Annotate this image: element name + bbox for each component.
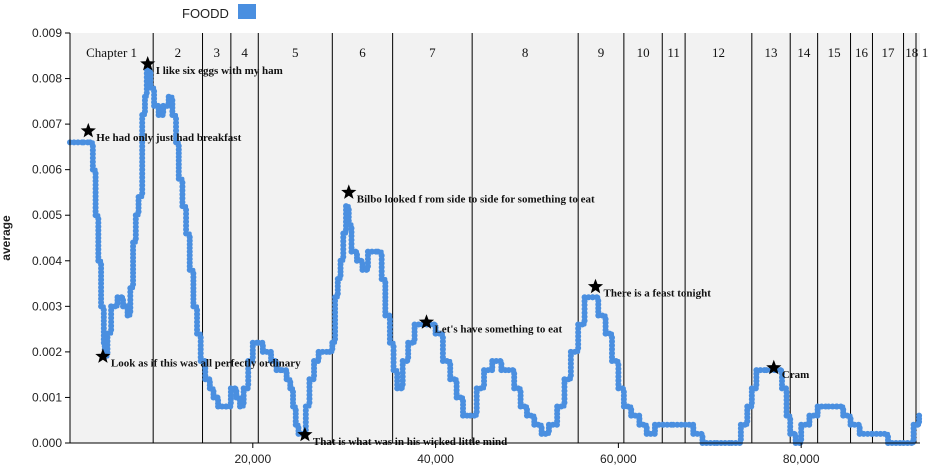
y-tick-label: 0.001 xyxy=(32,390,62,404)
data-point xyxy=(302,403,309,410)
annotation-label: Let's have something to eat xyxy=(434,323,562,335)
chapter-label-16: 16 xyxy=(855,45,869,60)
data-point xyxy=(436,330,443,337)
annotation-star xyxy=(766,359,782,375)
chapter-label-7: 7 xyxy=(429,45,436,60)
y-axis-label: average xyxy=(0,215,13,261)
chapter-label-9: 9 xyxy=(598,45,605,60)
data-point xyxy=(179,203,186,210)
legend[interactable]: FOODD xyxy=(182,4,256,21)
annotation-label: Bilbo looked f rom side to side for some… xyxy=(357,193,595,205)
data-point xyxy=(378,276,385,282)
data-point xyxy=(783,412,790,419)
x-axis-ticks: 20,000 40,000 60,000 80,000 xyxy=(234,443,820,466)
chapter-label-2: 2 xyxy=(175,45,182,60)
data-point xyxy=(237,403,243,410)
data-point xyxy=(386,339,393,346)
data-point xyxy=(183,230,190,237)
data-point xyxy=(375,248,382,255)
chapter-label-15: 15 xyxy=(828,45,841,60)
y-tick-label: 0.000 xyxy=(32,436,62,450)
chapter-label-14: 14 xyxy=(797,45,811,60)
y-tick-label: 0.002 xyxy=(32,345,62,359)
legend-swatch-foodd xyxy=(238,4,256,19)
chapter-label-17: 17 xyxy=(882,45,896,60)
chapter-label-6: 6 xyxy=(359,45,366,60)
y-axis-ticks: 0.000 0.001 0.002 0.003 0.004 0.005 0.006 0.007… xyxy=(32,26,70,450)
annotation-star xyxy=(95,348,111,363)
y-tick-label: 0.004 xyxy=(32,254,62,268)
chapter-label-8: 8 xyxy=(522,45,529,60)
x-tick-label: 20,000 xyxy=(234,452,271,466)
data-point xyxy=(190,303,197,310)
annotation-label: There is a feast tonight xyxy=(604,288,712,300)
x-tick-label: 40,000 xyxy=(417,452,454,466)
data-point xyxy=(390,367,397,374)
annotation-label: Look as if this was all perfectly ordina… xyxy=(111,357,301,369)
data-point xyxy=(558,403,565,410)
annotation-star xyxy=(341,184,357,199)
data-point xyxy=(175,175,182,182)
chapter-label-4: 4 xyxy=(241,45,248,60)
annotation-label: He had only just had breakfast xyxy=(96,132,241,144)
y-tick-label: 0.003 xyxy=(32,299,62,313)
chapter-label-chapter-1: Chapter 1 xyxy=(86,45,137,60)
data-point xyxy=(186,266,193,273)
annotation-label: That is what was in his wicked little mi… xyxy=(313,436,507,448)
annotation-layer: He had only just had breakfast I like six… xyxy=(80,56,810,448)
chapter-label-5: 5 xyxy=(292,45,299,60)
annotation-label: I like six eggs with my ham xyxy=(156,65,283,77)
annotation-star xyxy=(80,122,96,138)
annotation-star xyxy=(140,56,156,71)
data-point xyxy=(194,330,201,337)
x-tick-label: 80,000 xyxy=(783,452,820,466)
y-tick-label: 0.008 xyxy=(32,72,62,86)
y-tick-label: 0.005 xyxy=(32,208,62,222)
y-tick-label: 0.007 xyxy=(32,117,62,131)
chapter-dividers xyxy=(152,33,917,443)
data-point xyxy=(165,93,172,100)
data-point xyxy=(135,194,142,200)
annotation-star xyxy=(297,426,313,442)
annotation-star xyxy=(418,314,435,329)
y-tick-label: 0.006 xyxy=(32,163,62,177)
chapter-label-1: 1 xyxy=(922,45,929,60)
chapter-label-13: 13 xyxy=(765,45,778,60)
data-point xyxy=(104,330,111,337)
series-layer xyxy=(67,66,923,446)
chapter-label-10: 10 xyxy=(637,45,650,60)
plot-background xyxy=(70,33,920,443)
series-points-foodd xyxy=(67,66,923,446)
data-point xyxy=(916,412,923,419)
chapter-labels: Chapter 1 2 3 4 5 6 7 8 9 10 11 12 13 14 15 16 17 18 1 xyxy=(86,45,928,60)
legend-label-foodd: FOODD xyxy=(182,6,229,21)
annotation-star xyxy=(587,278,604,294)
data-point xyxy=(147,84,154,91)
chapter-label-18: 18 xyxy=(905,45,918,60)
x-tick-label: 60,000 xyxy=(600,452,637,466)
y-tick-label: 0.009 xyxy=(32,26,62,40)
chapter-label-12: 12 xyxy=(712,45,725,60)
chapter-label-3: 3 xyxy=(213,45,220,60)
data-point xyxy=(571,348,578,355)
chapter-label-11: 11 xyxy=(667,45,680,60)
annotation-label: Cram xyxy=(782,369,810,381)
data-point xyxy=(169,112,176,118)
